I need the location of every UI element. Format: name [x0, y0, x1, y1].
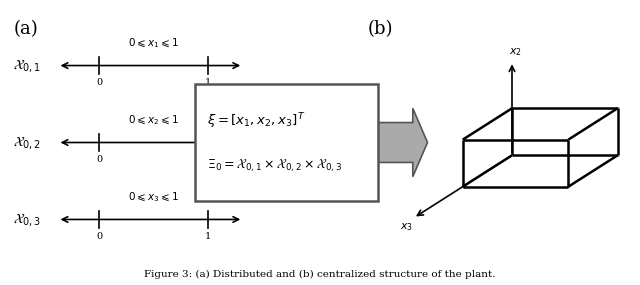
Text: 0: 0: [96, 155, 102, 164]
Text: 1: 1: [205, 78, 211, 87]
Text: $\mathcal{X}_{0,1}$: $\mathcal{X}_{0,1}$: [13, 57, 42, 74]
Text: $\Xi_0 = \mathcal{X}_{0,1} \times \mathcal{X}_{0,2} \times \mathcal{X}_{0,3}$: $\Xi_0 = \mathcal{X}_{0,1} \times \mathc…: [207, 158, 342, 174]
Text: $\xi = [x_1, x_2, x_3]^T$: $\xi = [x_1, x_2, x_3]^T$: [207, 112, 305, 131]
Text: 1: 1: [205, 232, 211, 241]
Text: $0 \leqslant x_1 \leqslant 1$: $0 \leqslant x_1 \leqslant 1$: [128, 36, 179, 50]
Text: 0: 0: [96, 78, 102, 87]
Text: $x_3$: $x_3$: [401, 221, 413, 233]
Text: 1: 1: [205, 155, 211, 164]
Text: $\mathcal{X}_{0,3}$: $\mathcal{X}_{0,3}$: [13, 211, 42, 228]
Text: (b): (b): [368, 20, 394, 38]
Text: 0: 0: [96, 232, 102, 241]
Bar: [195, 84, 378, 201]
Text: $x_2$: $x_2$: [509, 47, 522, 58]
Text: $\mathcal{X}_{0,2}$: $\mathcal{X}_{0,2}$: [13, 134, 42, 151]
Text: $0 \leqslant x_3 \leqslant 1$: $0 \leqslant x_3 \leqslant 1$: [128, 190, 179, 204]
Text: (a): (a): [14, 20, 39, 38]
Text: $0 \leqslant x_2 \leqslant 1$: $0 \leqslant x_2 \leqslant 1$: [128, 113, 179, 127]
Text: Figure 3: (a) Distributed and (b) centralized structure of the plant.: Figure 3: (a) Distributed and (b) centra…: [144, 270, 496, 279]
Polygon shape: [378, 108, 428, 177]
